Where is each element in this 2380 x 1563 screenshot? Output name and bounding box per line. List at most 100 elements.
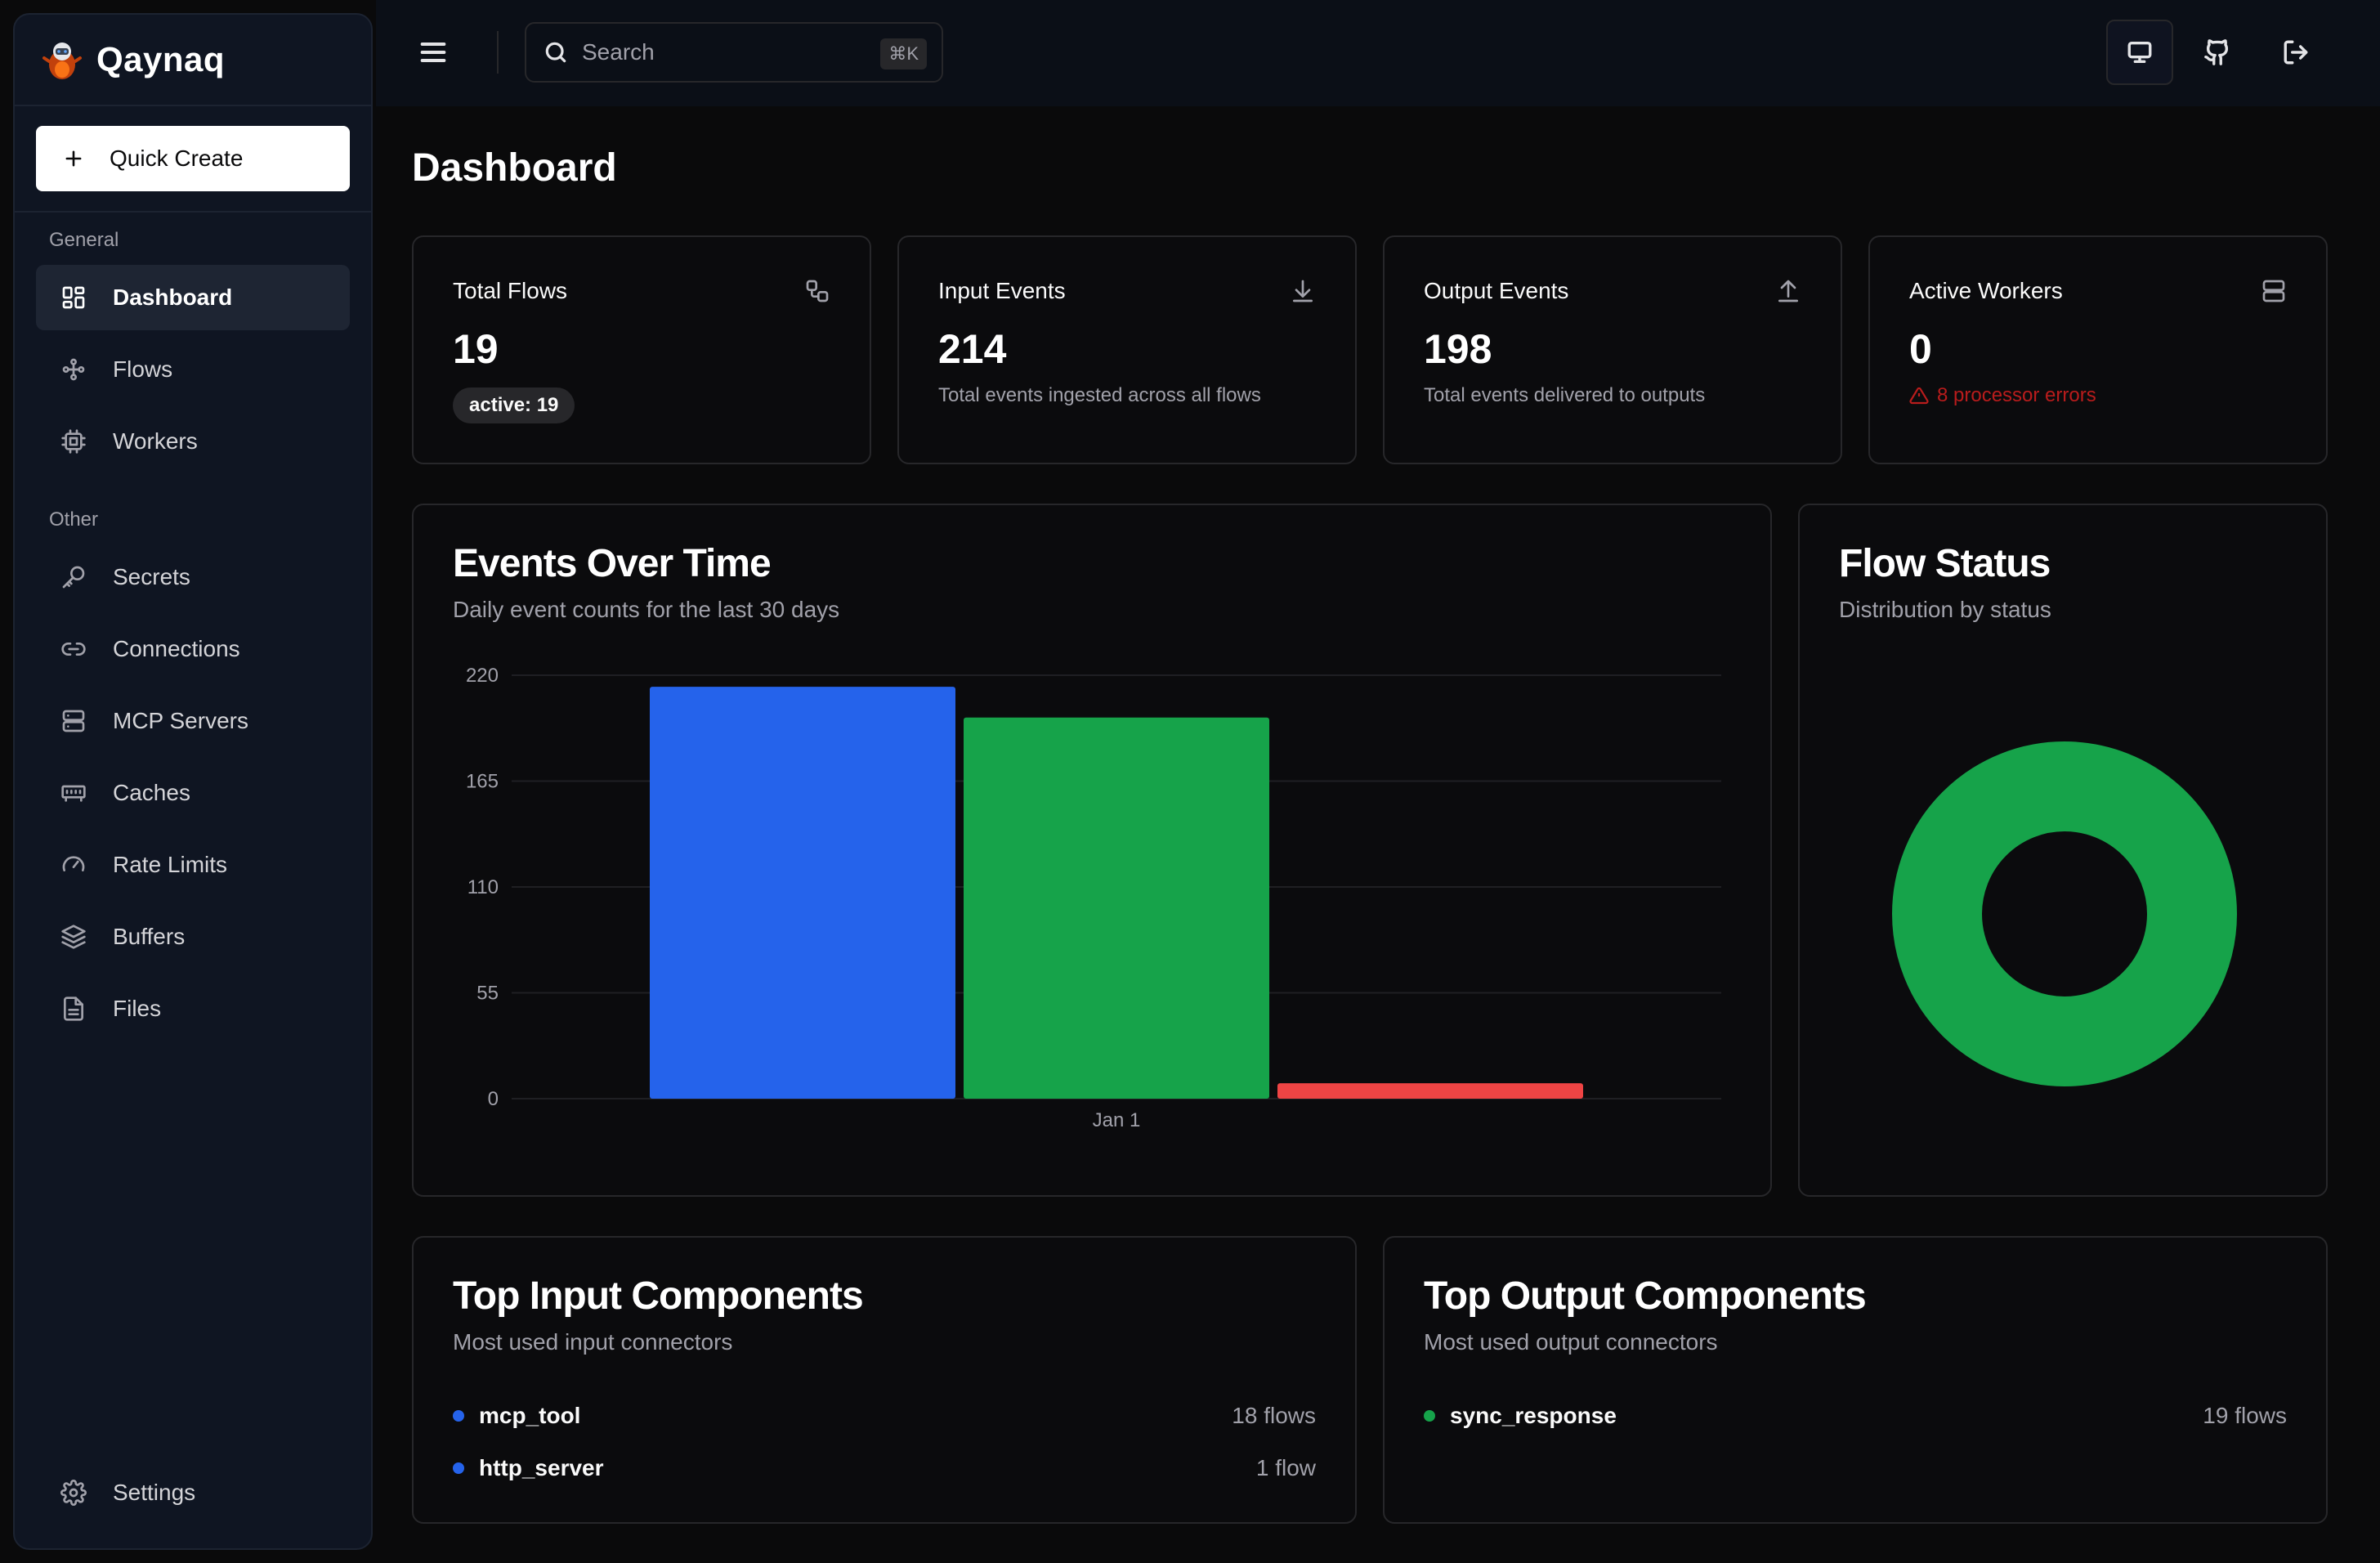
search-shortcut: ⌘K [880, 38, 927, 69]
donut-slice[interactable] [1892, 741, 2237, 1086]
sidebar-item-buffers[interactable]: Buffers [36, 904, 350, 970]
legend-dot [453, 1410, 464, 1422]
list-item[interactable]: sync_response 19 flows [1424, 1400, 2287, 1432]
page-title: Dashboard [412, 146, 617, 190]
x-tick-label: Jan 1 [1093, 1109, 1141, 1131]
logout-icon [2284, 40, 2308, 65]
layers-icon [60, 924, 87, 950]
bar-series-2[interactable] [1277, 1083, 1583, 1099]
chart-subtitle: Daily event counts for the last 30 days [453, 597, 840, 622]
menu-icon [420, 43, 446, 62]
github-icon [2204, 39, 2229, 65]
sidebar-item-label: Secrets [113, 564, 190, 589]
component-name: sync_response [1450, 1403, 1617, 1428]
stat-card-active-workers: Active Workers 0 8 processor errors [1868, 235, 2328, 464]
flow-status-donut-chart [1892, 741, 2237, 1086]
sidebar-item-label: Workers [113, 428, 198, 454]
legend-dot [1424, 1410, 1435, 1422]
alert-triangle-icon [1909, 387, 1929, 405]
sidebar-item-flows[interactable]: Flows [36, 337, 350, 402]
sidebar-item-label: Files [113, 996, 162, 1021]
stat-description: Total events delivered to outputs [1424, 384, 1706, 406]
list-item[interactable]: http_server 1 flow [453, 1452, 1316, 1485]
top-input-components-card: Top Input Components Most used input con… [412, 1236, 1357, 1524]
sidebar-item-secrets[interactable]: Secrets [36, 544, 350, 610]
brand[interactable]: Qaynaq [15, 15, 371, 106]
quick-create-button[interactable]: Quick Create [36, 126, 350, 191]
flows-icon [60, 356, 87, 383]
key-icon [60, 564, 87, 590]
monitor-icon [2127, 41, 2152, 64]
panel-title: Top Output Components [1424, 1274, 1867, 1318]
list-item[interactable]: mcp_tool 18 flows [453, 1400, 1316, 1432]
y-tick-label: 220 [466, 665, 499, 687]
stat-value: 214 [938, 326, 1007, 372]
sidebar-item-label: Caches [113, 780, 190, 805]
events-over-time-card: Events Over Time Daily event counts for … [412, 504, 1772, 1197]
search-placeholder: Search [582, 39, 655, 65]
bar-series-0[interactable] [650, 687, 955, 1099]
sidebar-item-connections[interactable]: Connections [36, 616, 350, 682]
cpu-icon [60, 428, 87, 455]
y-tick-label: 110 [468, 876, 499, 898]
server-icon [2261, 278, 2287, 304]
events-bar-chart: 0 55 110 165 220 Jan 1 [466, 665, 1721, 1131]
search-icon [543, 39, 569, 65]
bar-series-1[interactable] [964, 717, 1269, 1099]
gear-icon [60, 1480, 87, 1506]
general-nav: Dashboard Flows Workers [15, 265, 371, 474]
stat-title: Input Events [938, 278, 1066, 303]
y-tick-label: 0 [488, 1088, 499, 1110]
sidebar-item-rate-limits[interactable]: Rate Limits [36, 832, 350, 898]
gauge-icon [60, 852, 87, 878]
workflow-icon [804, 278, 830, 304]
sidebar-item-label: Rate Limits [113, 852, 228, 877]
stat-value: 198 [1424, 326, 1492, 372]
search-input[interactable]: Search ⌘K [525, 22, 943, 83]
github-button[interactable] [2184, 20, 2251, 85]
panel-subtitle: Most used input connectors [453, 1329, 733, 1355]
top-bar: Search ⌘K [376, 0, 2380, 106]
component-count: 19 flows [2203, 1403, 2287, 1428]
chart-subtitle: Distribution by status [1839, 597, 2051, 622]
quick-create-label: Quick Create [110, 146, 244, 171]
sidebar-item-settings[interactable]: Settings [36, 1460, 350, 1525]
chart-title: Flow Status [1839, 542, 2051, 585]
component-name: mcp_tool [479, 1403, 581, 1428]
file-icon [60, 996, 87, 1022]
sidebar: Qaynaq Quick Create General Dashboard Fl… [13, 13, 373, 1550]
sidebar-item-workers[interactable]: Workers [36, 409, 350, 474]
sidebar-toggle-button[interactable] [417, 36, 450, 69]
server-icon [60, 708, 87, 734]
stat-title: Active Workers [1909, 278, 2063, 303]
stat-value: 0 [1909, 326, 1932, 372]
component-count: 1 flow [1255, 1455, 1316, 1480]
chart-title: Events Over Time [453, 542, 772, 585]
upload-icon [1775, 278, 1801, 304]
stat-title: Total Flows [453, 278, 568, 303]
link-icon [60, 636, 87, 662]
sidebar-item-label: MCP Servers [113, 708, 248, 733]
logout-button[interactable] [2262, 20, 2329, 85]
top-output-components-card: Top Output Components Most used output c… [1383, 1236, 2328, 1524]
error-text: 8 processor errors [1937, 384, 2096, 406]
section-label-general: General [49, 229, 119, 251]
stat-value: 19 [453, 326, 499, 372]
theme-toggle-button[interactable] [2106, 20, 2173, 85]
brand-name: Qaynaq [96, 40, 226, 78]
sidebar-item-files[interactable]: Files [36, 976, 350, 1041]
sidebar-item-label: Dashboard [113, 284, 233, 310]
processor-errors-warning[interactable]: 8 processor errors [1909, 384, 2096, 407]
sidebar-item-dashboard[interactable]: Dashboard [36, 265, 350, 330]
y-tick-label: 165 [466, 771, 499, 793]
sidebar-item-caches[interactable]: Caches [36, 760, 350, 826]
section-label-other: Other [49, 508, 99, 531]
sidebar-item-label: Flows [113, 356, 173, 382]
legend-dot [453, 1462, 464, 1474]
sidebar-item-mcp-servers[interactable]: MCP Servers [36, 688, 350, 754]
status-badge: active: 19 [453, 387, 575, 423]
top-divider [497, 31, 499, 74]
memory-icon [60, 780, 87, 806]
plus-icon [65, 150, 82, 167]
panel-title: Top Input Components [453, 1274, 864, 1318]
